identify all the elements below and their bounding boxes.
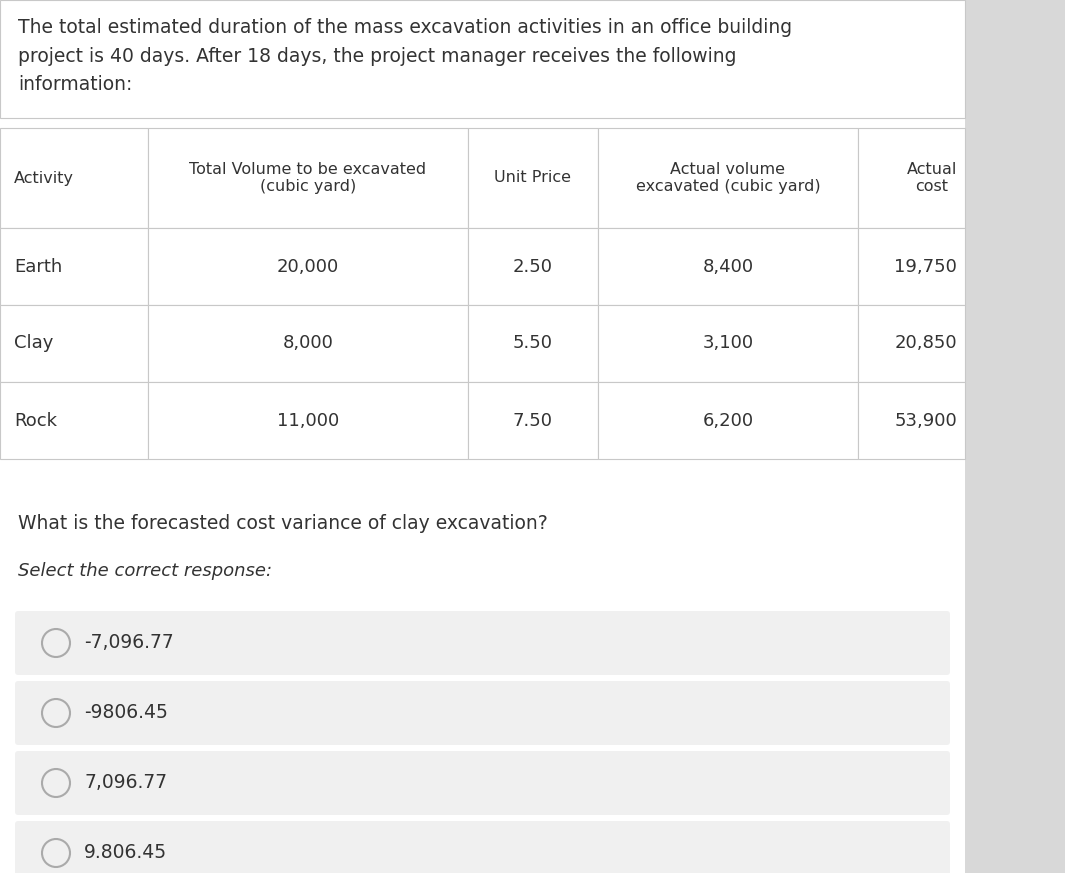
Text: 7.50: 7.50 <box>513 411 553 430</box>
Bar <box>858 128 965 228</box>
Text: 19,750: 19,750 <box>895 258 957 276</box>
Text: What is the forecasted cost variance of clay excavation?: What is the forecasted cost variance of … <box>18 514 547 533</box>
Bar <box>599 382 858 459</box>
Bar <box>0 0 965 118</box>
Text: 53,900: 53,900 <box>895 411 957 430</box>
Bar <box>0 305 148 382</box>
Text: 8,000: 8,000 <box>282 334 333 353</box>
Text: Rock: Rock <box>14 411 58 430</box>
Bar <box>148 305 468 382</box>
Text: Total Volume to be excavated
(cubic yard): Total Volume to be excavated (cubic yard… <box>190 162 427 194</box>
Bar <box>468 228 599 305</box>
Text: 3,100: 3,100 <box>703 334 754 353</box>
Text: 9.806.45: 9.806.45 <box>84 843 167 863</box>
Text: Clay: Clay <box>14 334 53 353</box>
Text: 2.50: 2.50 <box>513 258 553 276</box>
Bar <box>148 128 468 228</box>
Text: 7,096.77: 7,096.77 <box>84 773 167 793</box>
Text: 6,200: 6,200 <box>703 411 754 430</box>
Text: Select the correct response:: Select the correct response: <box>18 562 273 580</box>
Bar <box>858 382 965 459</box>
Bar <box>599 305 858 382</box>
Text: The total estimated duration of the mass excavation activities in an office buil: The total estimated duration of the mass… <box>18 18 792 94</box>
Bar <box>858 305 965 382</box>
FancyBboxPatch shape <box>15 751 950 815</box>
Text: 20,850: 20,850 <box>895 334 957 353</box>
Text: Unit Price: Unit Price <box>494 170 572 185</box>
Text: 11,000: 11,000 <box>277 411 339 430</box>
Bar <box>599 128 858 228</box>
Text: Actual
cost: Actual cost <box>906 162 957 194</box>
FancyBboxPatch shape <box>15 611 950 675</box>
FancyBboxPatch shape <box>15 681 950 745</box>
Text: Activity: Activity <box>14 170 73 185</box>
Bar <box>468 128 599 228</box>
Bar <box>599 228 858 305</box>
Text: 5.50: 5.50 <box>513 334 553 353</box>
Text: 20,000: 20,000 <box>277 258 339 276</box>
Text: Actual volume
excavated (cubic yard): Actual volume excavated (cubic yard) <box>636 162 820 194</box>
Bar <box>0 382 148 459</box>
Bar <box>0 128 148 228</box>
Bar <box>965 0 1065 873</box>
Text: 8,400: 8,400 <box>703 258 754 276</box>
Text: Earth: Earth <box>14 258 62 276</box>
Bar <box>0 228 148 305</box>
Bar <box>148 382 468 459</box>
Text: -9806.45: -9806.45 <box>84 704 168 723</box>
Bar <box>858 228 965 305</box>
Bar <box>148 228 468 305</box>
Bar <box>468 382 599 459</box>
Text: -7,096.77: -7,096.77 <box>84 634 174 652</box>
FancyBboxPatch shape <box>15 821 950 873</box>
Bar <box>468 305 599 382</box>
